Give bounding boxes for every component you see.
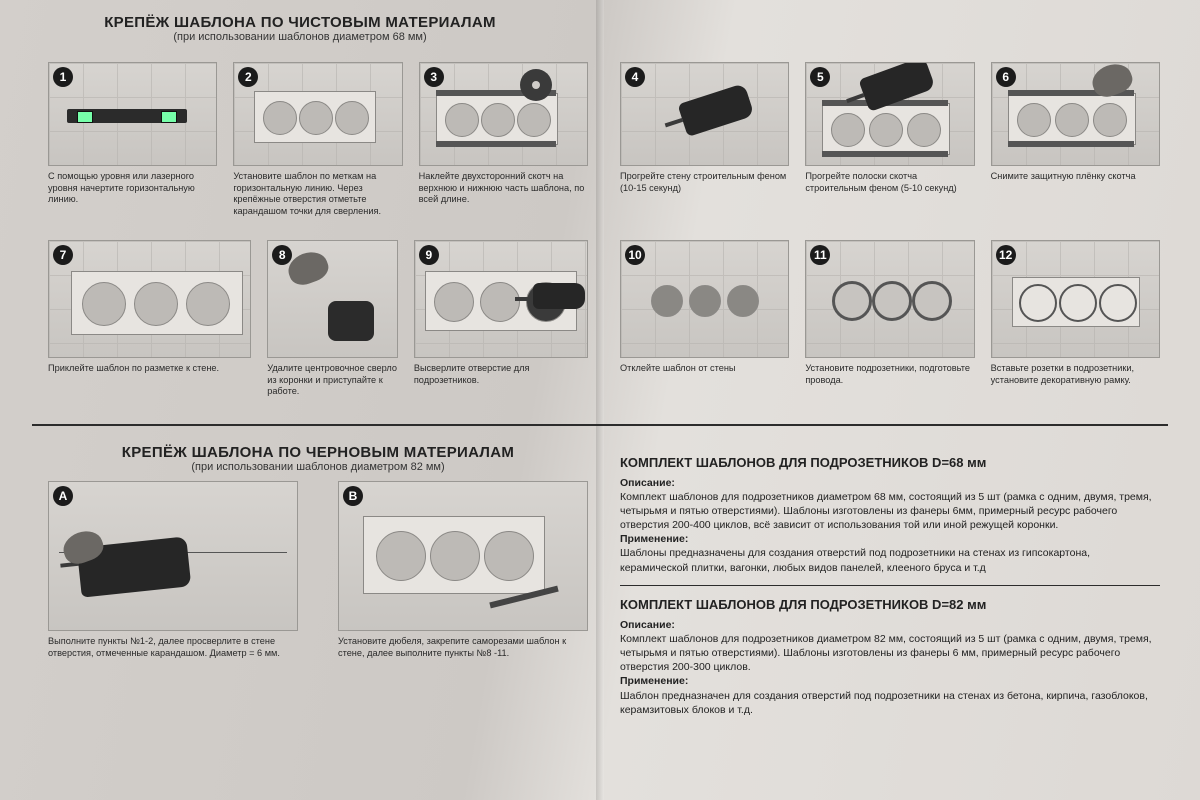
desc82-d-label: Описание: bbox=[620, 619, 675, 631]
step-6: 6 Снимите защитную плёнку скотча bbox=[991, 62, 1160, 194]
cap-8: Удалите центровочное сверло из коронки и… bbox=[267, 363, 398, 398]
cap-4: Прогрейте стену строительным феном (10-1… bbox=[620, 171, 789, 194]
cap-1: С помощью уровня или лазерного уровня на… bbox=[48, 171, 217, 206]
steps-7-9: 7 Приклейте шаблон по разметке к стене. … bbox=[48, 240, 588, 398]
top-heading-left: КРЕПЁЖ ШАБЛОНА ПО ЧИСТОВЫМ МАТЕРИАЛАМ (п… bbox=[0, 12, 600, 51]
desc82-u-text: Шаблон предназначен для создания отверст… bbox=[620, 689, 1160, 717]
cap-7: Приклейте шаблон по разметке к стене. bbox=[48, 363, 251, 375]
step-5: 5 Прогрейте полоски скотча строительным … bbox=[805, 62, 974, 194]
desc82-title: КОМПЛЕКТ ШАБЛОНОВ ДЛЯ ПОДРОЗЕТНИКОВ D=82… bbox=[620, 596, 1160, 614]
step-12: 12 Вставьте розетки в подрозетники, уста… bbox=[991, 240, 1160, 386]
desc-divider bbox=[620, 585, 1160, 587]
paper-fold bbox=[596, 0, 604, 800]
step-2: 2 Установите шаблон по меткам на горизон… bbox=[233, 62, 402, 217]
steps-1-3: 1 С помощью уровня или лазерного уровня … bbox=[48, 62, 588, 217]
section-rough-materials: КРЕПЁЖ ШАБЛОНА ПО ЧЕРНОВЫМ МАТЕРИАЛАМ (п… bbox=[48, 442, 588, 659]
desc68-u-text: Шаблоны предназначены для создания отвер… bbox=[620, 546, 1160, 574]
step-a: A Выполните пункты №1-2, далее просверли… bbox=[48, 481, 298, 659]
bl-subtitle: (при использовании шаблонов диаметром 82… bbox=[48, 461, 588, 473]
step-11: 11 Установите подрозетники, подготовьте … bbox=[805, 240, 974, 386]
instruction-sheet: КРЕПЁЖ ШАБЛОНА ПО ЧИСТОВЫМ МАТЕРИАЛАМ (п… bbox=[0, 0, 1200, 800]
cap-9: Высверлите отверстие для подрозетников. bbox=[414, 363, 588, 386]
cap-6: Снимите защитную плёнку скотча bbox=[991, 171, 1160, 183]
cap-10: Отклейте шаблон от стены bbox=[620, 363, 789, 375]
badge-8: 8 bbox=[272, 245, 292, 265]
badge-1: 1 bbox=[53, 67, 73, 87]
badge-9: 9 bbox=[419, 245, 439, 265]
badge-11: 11 bbox=[810, 245, 830, 265]
badge-10: 10 bbox=[625, 245, 645, 265]
step-1: 1 С помощью уровня или лазерного уровня … bbox=[48, 62, 217, 217]
step-10: 10 Отклейте шаблон от стены bbox=[620, 240, 789, 386]
badge-7: 7 bbox=[53, 245, 73, 265]
badge-3: 3 bbox=[424, 67, 444, 87]
cap-2: Установите шаблон по меткам на горизонта… bbox=[233, 171, 402, 217]
cap-b: Установите дюбеля, закрепите саморезами … bbox=[338, 636, 588, 659]
step-8: 8 Удалите центровочное сверло из коронки… bbox=[267, 240, 398, 398]
cap-a: Выполните пункты №1-2, далее просверлите… bbox=[48, 636, 298, 659]
badge-12: 12 bbox=[996, 245, 1016, 265]
top-title: КРЕПЁЖ ШАБЛОНА ПО ЧИСТОВЫМ МАТЕРИАЛАМ bbox=[0, 14, 600, 31]
cap-5: Прогрейте полоски скотча строительным фе… bbox=[805, 171, 974, 194]
desc82-d-text: Комплект шаблонов для подрозетников диам… bbox=[620, 632, 1160, 675]
step-3: 3 Наклейте двухсторонний скотч на верхню… bbox=[419, 62, 588, 217]
badge-2: 2 bbox=[238, 67, 258, 87]
step-9: 9 Высверлите отверстие для подрозетников… bbox=[414, 240, 588, 398]
step-b: B Установите дюбеля, закрепите саморезам… bbox=[338, 481, 588, 659]
cap-12: Вставьте розетки в подрозетники, установ… bbox=[991, 363, 1160, 386]
step-4: 4 Прогрейте стену строительным феном (10… bbox=[620, 62, 789, 194]
product-descriptions: КОМПЛЕКТ ШАБЛОНОВ ДЛЯ ПОДРОЗЕТНИКОВ D=68… bbox=[620, 446, 1160, 717]
badge-5: 5 bbox=[810, 67, 830, 87]
step-7: 7 Приклейте шаблон по разметке к стене. bbox=[48, 240, 251, 398]
badge-b: B bbox=[343, 486, 363, 506]
badge-4: 4 bbox=[625, 67, 645, 87]
cap-3: Наклейте двухсторонний скотч на верхнюю … bbox=[419, 171, 588, 206]
cap-11: Установите подрозетники, подготовьте про… bbox=[805, 363, 974, 386]
steps-4-6: 4 Прогрейте стену строительным феном (10… bbox=[620, 62, 1160, 194]
horizontal-divider bbox=[32, 424, 1168, 426]
badge-6: 6 bbox=[996, 67, 1016, 87]
steps-10-12: 10 Отклейте шаблон от стены 11 Установит… bbox=[620, 240, 1160, 386]
top-subtitle: (при использовании шаблонов диаметром 68… bbox=[0, 31, 600, 43]
desc68-d-label: Описание: bbox=[620, 477, 675, 489]
desc82-u-label: Применение: bbox=[620, 675, 688, 687]
desc68-title: КОМПЛЕКТ ШАБЛОНОВ ДЛЯ ПОДРОЗЕТНИКОВ D=68… bbox=[620, 454, 1160, 472]
bl-title: КРЕПЁЖ ШАБЛОНА ПО ЧЕРНОВЫМ МАТЕРИАЛАМ bbox=[48, 444, 588, 461]
desc68-d-text: Комплект шаблонов для подрозетников диам… bbox=[620, 490, 1160, 533]
desc68-u-label: Применение: bbox=[620, 533, 688, 545]
badge-a: A bbox=[53, 486, 73, 506]
